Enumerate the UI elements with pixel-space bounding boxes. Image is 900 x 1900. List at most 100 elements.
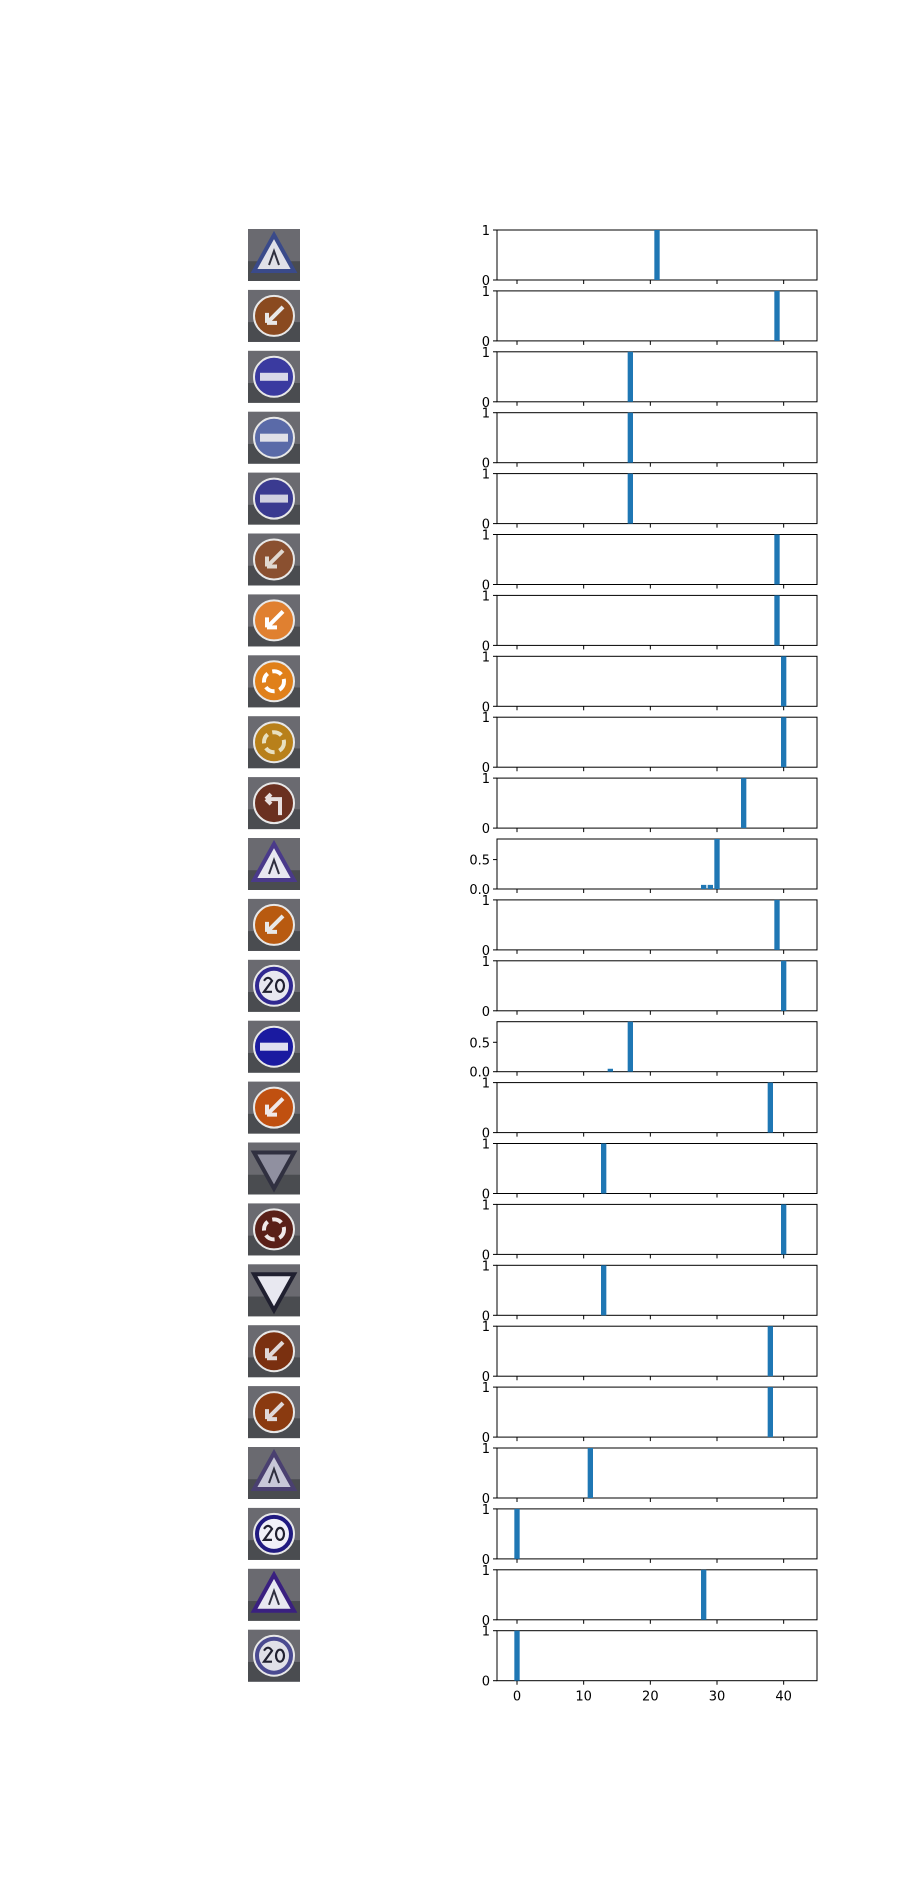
speed-limit-20-sign-icon — [248, 1507, 300, 1560]
prediction-axes: 01 — [482, 1442, 818, 1507]
give-way-sign-icon — [248, 1142, 300, 1195]
axes-frame — [496, 473, 818, 525]
y-tick-label: 0 — [482, 457, 490, 472]
roundabout-sign-icon — [248, 716, 300, 769]
y-tick-label: 1 — [482, 589, 490, 604]
prediction-axes: 01 — [482, 285, 818, 350]
prediction-axes: 01 — [482, 894, 818, 959]
prediction-axes: 01 — [482, 711, 818, 776]
probability-bar — [741, 778, 747, 829]
prediction-axes: 01 — [482, 468, 818, 533]
prediction-axes: 01 — [482, 1138, 818, 1203]
axes-frame — [496, 1021, 818, 1073]
keep-left-arrow-sign-icon — [248, 1386, 300, 1439]
prediction-axes: 01 — [482, 955, 818, 1020]
prediction-row: 01 — [248, 529, 818, 594]
y-tick-label: 1 — [482, 772, 490, 787]
prediction-axes: 01 — [482, 1564, 818, 1629]
no-entry-bar — [260, 494, 288, 503]
axes-frame — [496, 351, 818, 403]
give-way-shape — [250, 1272, 298, 1315]
probability-bar — [714, 839, 720, 889]
axes-frame — [496, 1264, 818, 1316]
x-tick-label: 30 — [709, 1690, 726, 1705]
triangle-symbol — [268, 1587, 280, 1606]
prediction-row: 01 — [248, 285, 818, 350]
prediction-row: 01 — [248, 224, 818, 289]
prediction-axes: 0.0 0.5 — [469, 1021, 818, 1081]
circle-shape — [253, 1208, 295, 1251]
x-tick-label: 40 — [775, 1690, 792, 1705]
y-tick-label: 1 — [482, 1320, 490, 1335]
prediction-row: 0.0 0.5 — [248, 838, 818, 898]
no-entry-bar — [260, 433, 288, 442]
y-tick-label: 0.5 — [469, 854, 490, 869]
prediction-axes: 01 — [482, 589, 818, 654]
speed-digits — [261, 1646, 286, 1663]
prediction-axes: 01 — [482, 346, 818, 411]
y-tick-label: 0 — [482, 639, 490, 654]
probability-bar — [627, 412, 633, 463]
axes-frame — [496, 716, 818, 768]
triangle-warning-sign-icon — [248, 1568, 300, 1621]
axes-frame — [496, 534, 818, 585]
no-entry-sign-icon — [248, 411, 300, 464]
y-tick-label: 0 — [482, 335, 490, 350]
y-tick-label: 0.5 — [469, 1036, 490, 1051]
prediction-axes: 01 — [482, 407, 818, 472]
prediction-row: 01 — [248, 1564, 818, 1629]
arrow-symbol — [265, 1401, 285, 1422]
y-tick-label: 1 — [482, 894, 490, 909]
y-tick-label: 1 — [482, 1442, 490, 1457]
probability-bar — [627, 351, 633, 402]
arrow-symbol — [265, 914, 285, 934]
y-tick-label: 0 — [482, 700, 490, 715]
probability-bar — [781, 717, 787, 768]
y-tick-label: 1 — [482, 1503, 490, 1518]
y-tick-label: 1 — [482, 346, 490, 361]
probability-bar — [781, 1204, 787, 1255]
arrow-symbol — [265, 549, 285, 569]
prediction-axes: 01 — [482, 1259, 818, 1324]
y-tick-label: 0 — [482, 1127, 490, 1142]
axes-frame — [496, 655, 818, 707]
y-tick-label: 0.0 — [469, 883, 490, 898]
axes-frame — [496, 899, 818, 951]
probability-bar — [701, 884, 707, 889]
y-tick-label: 0 — [482, 1431, 490, 1446]
triangle-symbol — [268, 1466, 280, 1484]
y-tick-label: 0 — [482, 274, 490, 289]
prediction-axes: 010 10 20 30 40 — [482, 1625, 818, 1705]
y-tick-label: 1 — [482, 285, 490, 300]
circle-shape — [253, 660, 295, 703]
axes-frame — [496, 594, 818, 646]
keep-left-arrow-sign-icon — [248, 1325, 300, 1378]
axes-frame — [496, 1569, 818, 1621]
axes-frame — [496, 838, 818, 890]
triangle-symbol — [268, 248, 280, 266]
probability-bar — [601, 1143, 607, 1194]
y-tick-label: 1 — [482, 529, 490, 544]
probability-bar — [701, 1569, 707, 1620]
probability-bar — [774, 290, 780, 341]
x-tick-label: 20 — [642, 1690, 659, 1705]
keep-left-arrow-sign-icon — [248, 1081, 300, 1134]
arrow-symbol — [265, 305, 285, 325]
axes-frame — [496, 960, 818, 1012]
prediction-axes: 01 — [482, 1381, 818, 1446]
keep-left-arrow-sign-icon — [248, 289, 300, 342]
y-tick-label: 1 — [482, 224, 490, 239]
y-tick-label: 1 — [482, 468, 490, 483]
y-tick-label: 0 — [482, 396, 490, 411]
prediction-row: 010 10 20 30 40 — [248, 1625, 818, 1705]
y-tick-label: 0 — [482, 1614, 490, 1629]
y-tick-label: 1 — [482, 1381, 490, 1396]
prediction-row: 01 — [248, 650, 818, 715]
axes-frame — [496, 1508, 818, 1560]
probability-bar — [627, 473, 633, 524]
prediction-axes: 01 — [482, 1077, 818, 1142]
prediction-row: 01 — [248, 772, 818, 837]
prediction-row: 01 — [248, 1138, 818, 1203]
arrow-symbol — [265, 1340, 285, 1361]
